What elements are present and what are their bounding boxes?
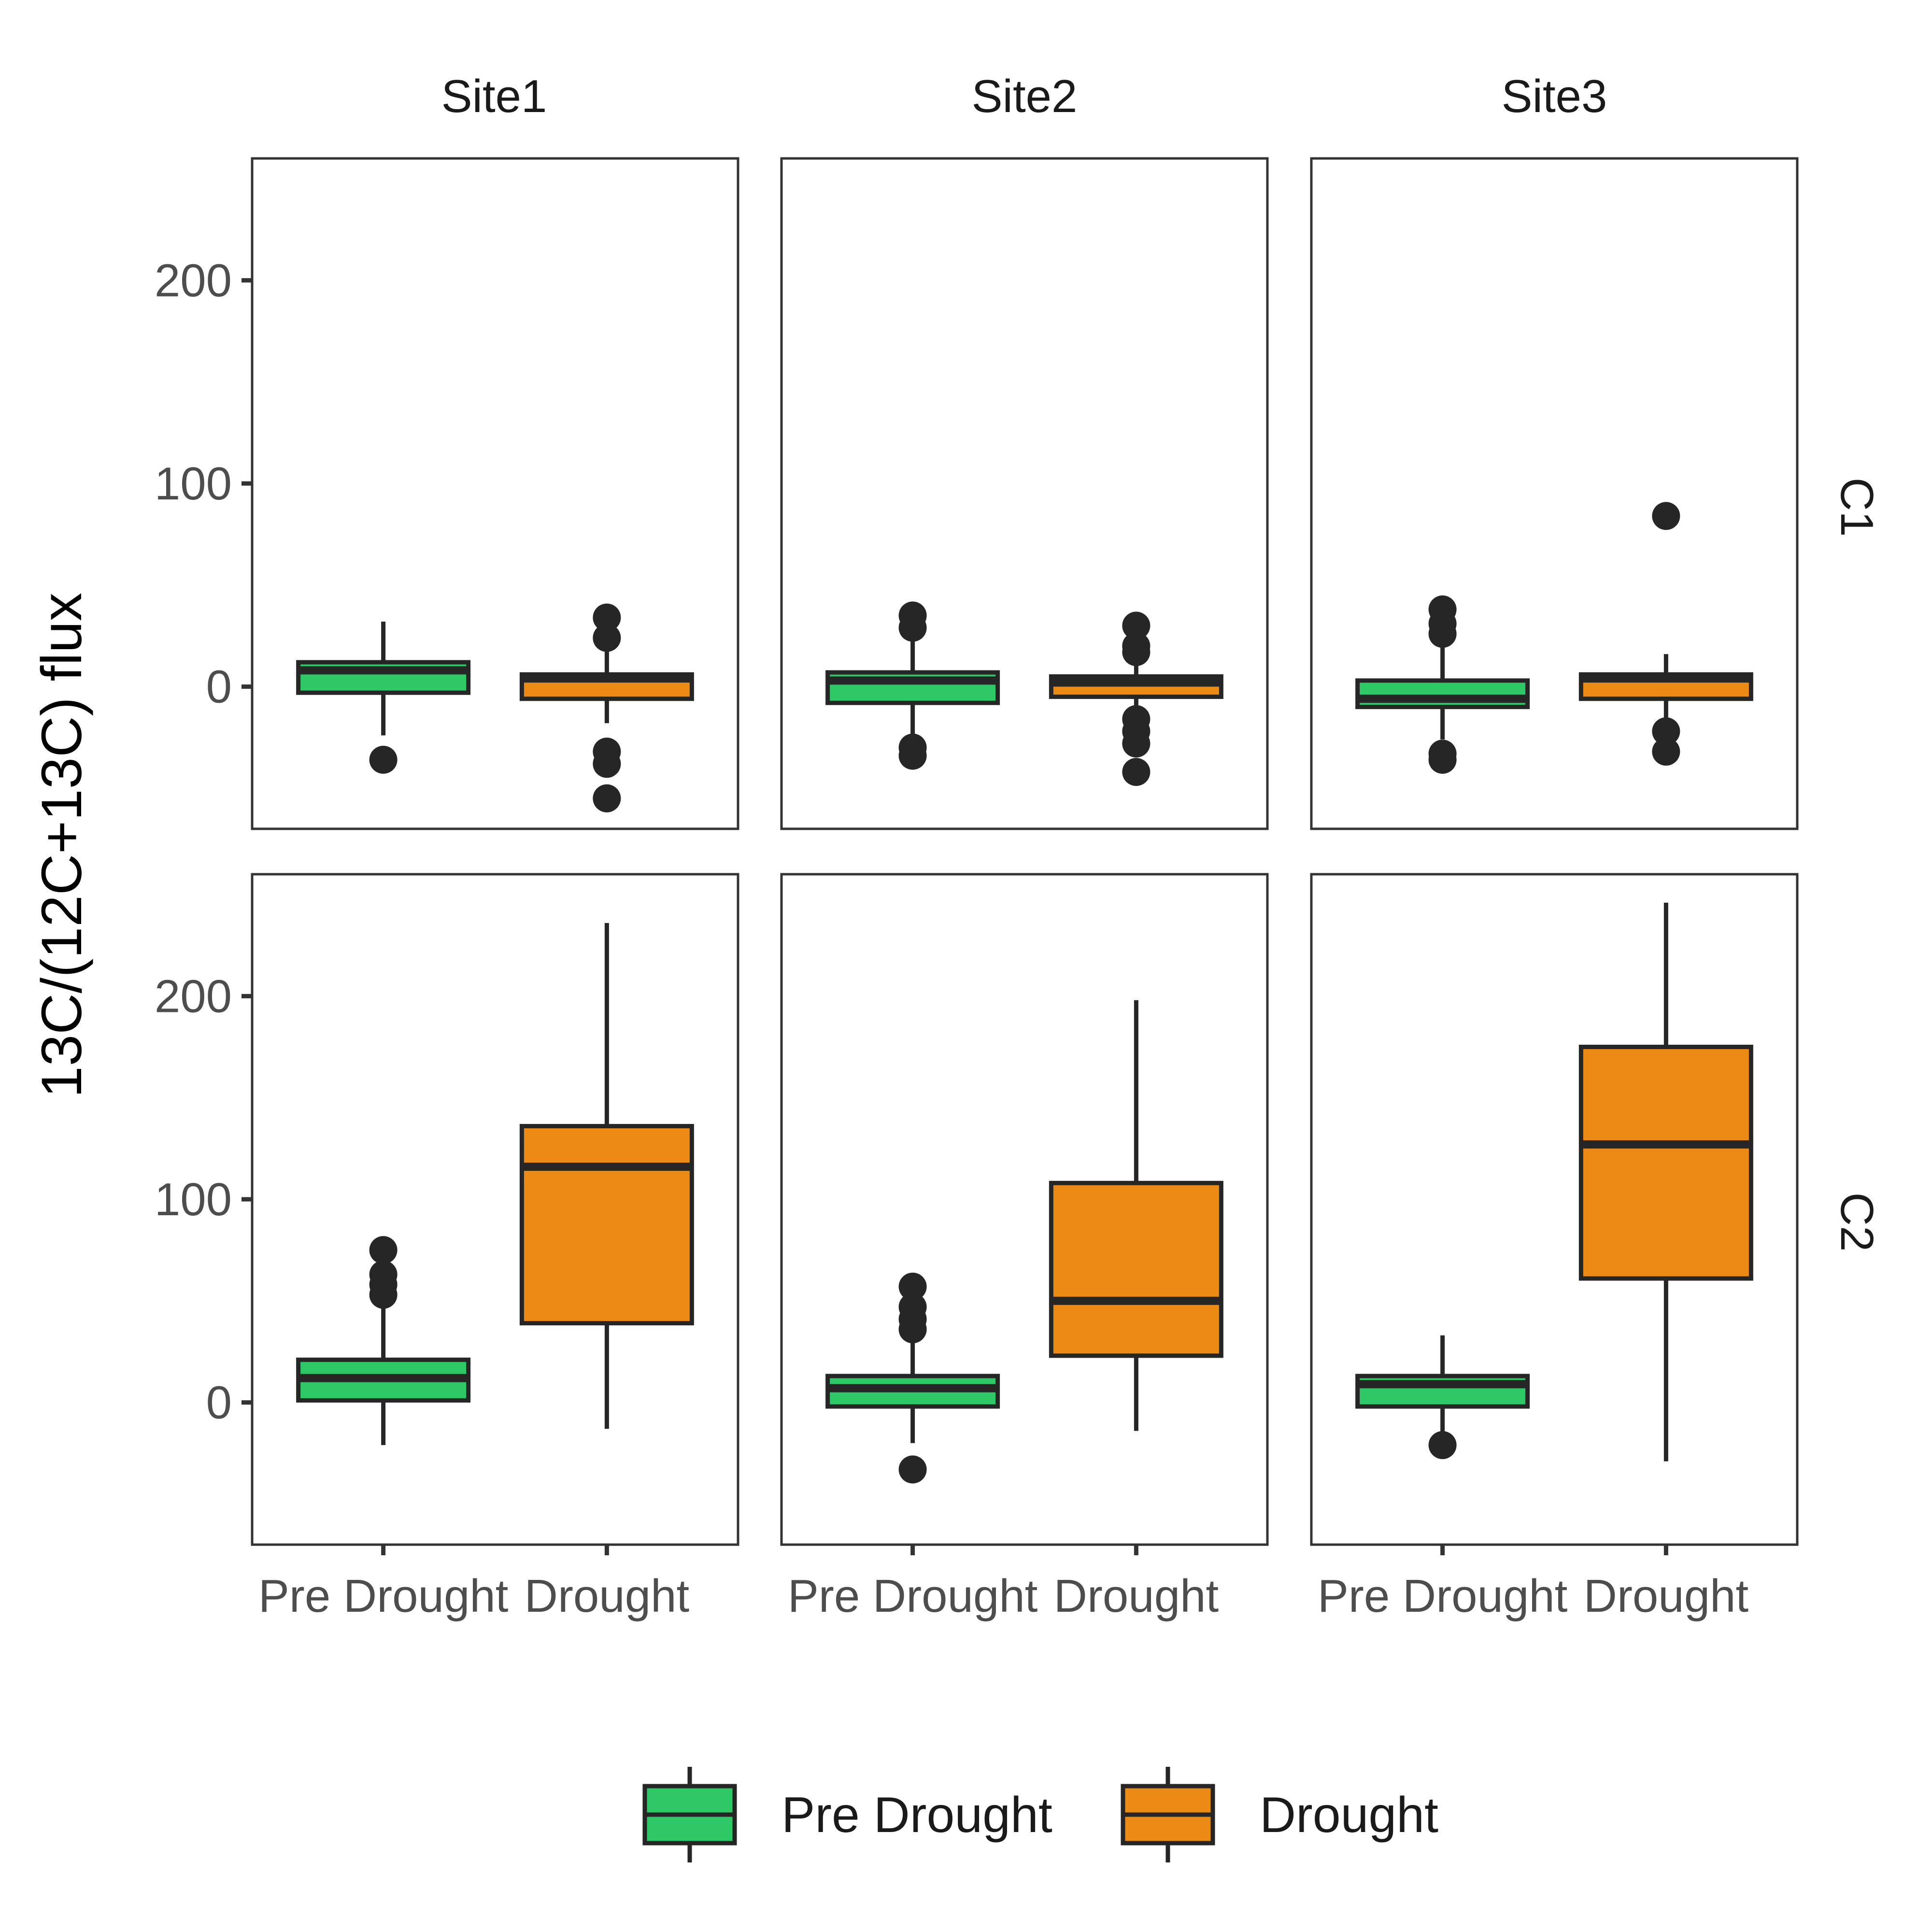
outlier-point-c2-site2-pre-drought-4	[898, 1455, 927, 1484]
box-body-c1-site3-pre-drought	[1355, 678, 1530, 710]
outlier-point-c2-site1-pre-drought-0	[369, 1236, 398, 1264]
outlier-point-c1-site3-pre-drought-2	[1428, 620, 1457, 648]
strip-label-site1: Site1	[441, 71, 547, 122]
outlier-point-c1-site2-drought-2	[1122, 638, 1151, 667]
box-c2-site2-drought	[1049, 1000, 1223, 1431]
panel-border-c1-site1	[251, 157, 739, 830]
legend: Pre Drought Drought	[642, 1767, 1438, 1862]
strip-label-c2: C2	[1831, 1193, 1883, 1252]
outlier-point-c1-site1-drought-4	[593, 784, 621, 812]
panel-border-c1-site3	[1310, 157, 1799, 830]
box-c2-site2-pre-drought	[825, 1272, 1000, 1484]
x-tick-label-site3-pre-drought: Pre Drought	[1318, 1570, 1568, 1622]
box-c1-site1-drought	[519, 603, 694, 812]
x-tick-label-site2-pre-drought: Pre Drought	[788, 1570, 1038, 1622]
outlier-point-c1-site1-drought-1	[593, 624, 621, 652]
x-tick-label-site1-pre-drought: Pre Drought	[258, 1570, 509, 1622]
box-c1-site3-drought	[1578, 502, 1753, 766]
outlier-point-c1-site3-drought-1	[1652, 717, 1680, 746]
y-tick-label-c1-0: 0	[206, 661, 232, 713]
box-c1-site2-drought	[1049, 611, 1223, 786]
panel-border-c1-site2	[780, 157, 1269, 830]
strip-label-site2: Site2	[972, 71, 1078, 122]
box-body-c2-site2-drought	[1049, 1180, 1223, 1358]
axes: 0 100 200 0 100 200 Pre Drought Drought Pre Drou…	[155, 255, 1748, 1622]
legend-key-drought	[1121, 1767, 1215, 1862]
outlier-point-c1-site1-drought-0	[593, 603, 621, 632]
y-tick-label-c2-200: 200	[155, 970, 232, 1022]
panels	[251, 157, 1799, 1546]
outlier-point-c1-site2-pre-drought-1	[898, 613, 927, 642]
outlier-point-c1-site1-pre-drought-0	[369, 745, 398, 774]
x-tick-label-site2-drought: Drought	[1054, 1570, 1219, 1622]
legend-key-pre-drought	[642, 1767, 737, 1862]
y-tick-label-c1-200: 200	[155, 255, 232, 306]
panel-c2-site1	[251, 873, 739, 1546]
x-tick-label-site1-drought: Drought	[525, 1570, 690, 1622]
outlier-point-c1-site3-drought-0	[1652, 502, 1680, 530]
box-c2-site3-drought	[1578, 902, 1753, 1462]
strip-label-site3: Site3	[1502, 71, 1607, 122]
legend-label-pre-drought: Pre Drought	[781, 1787, 1052, 1843]
outlier-point-c1-site3-drought-2	[1652, 738, 1680, 766]
box-c1-site1-pre-drought	[296, 621, 471, 774]
x-tick-label-site3-drought: Drought	[1584, 1570, 1749, 1622]
outlier-point-c1-site2-pre-drought-3	[898, 741, 927, 770]
box-body-c2-site1-drought	[519, 1124, 694, 1326]
panel-c1-site1	[251, 157, 739, 830]
panel-c2-site2	[780, 873, 1269, 1546]
box-c1-site2-pre-drought	[825, 601, 1000, 770]
outlier-point-c1-site2-drought-0	[1122, 611, 1151, 640]
outlier-point-c1-site2-drought-5	[1122, 729, 1151, 758]
facet-strips: Site1 Site2 Site3 C1 C2	[441, 71, 1883, 1251]
outlier-point-c1-site1-drought-3	[593, 750, 621, 778]
strip-label-c1: C1	[1831, 478, 1883, 537]
legend-label-drought: Drought	[1260, 1787, 1438, 1843]
box-c2-site1-drought	[519, 923, 694, 1429]
panel-c2-site3	[1310, 873, 1799, 1546]
y-tick-label-c2-100: 100	[155, 1174, 232, 1225]
y-axis-title: 13C/(12C+13C) flux	[30, 593, 94, 1098]
outlier-point-c1-site3-pre-drought-4	[1428, 745, 1457, 774]
box-body-c2-site3-drought	[1578, 1045, 1753, 1281]
outlier-point-c1-site2-drought-6	[1122, 758, 1151, 786]
outlier-point-c2-site2-pre-drought-3	[898, 1315, 927, 1344]
box-c1-site3-pre-drought	[1355, 595, 1530, 774]
box-c2-site1-pre-drought	[296, 1236, 471, 1445]
y-tick-label-c2-0: 0	[206, 1377, 232, 1429]
panel-c1-site2	[780, 157, 1269, 830]
outlier-point-c2-site3-pre-drought-0	[1428, 1431, 1457, 1459]
box-c2-site3-pre-drought	[1355, 1335, 1530, 1459]
outlier-point-c2-site1-pre-drought-3	[369, 1280, 398, 1309]
outlier-point-c2-site2-pre-drought-0	[898, 1272, 927, 1301]
panel-c1-site3	[1310, 157, 1799, 830]
y-tick-label-c1-100: 100	[155, 458, 232, 510]
